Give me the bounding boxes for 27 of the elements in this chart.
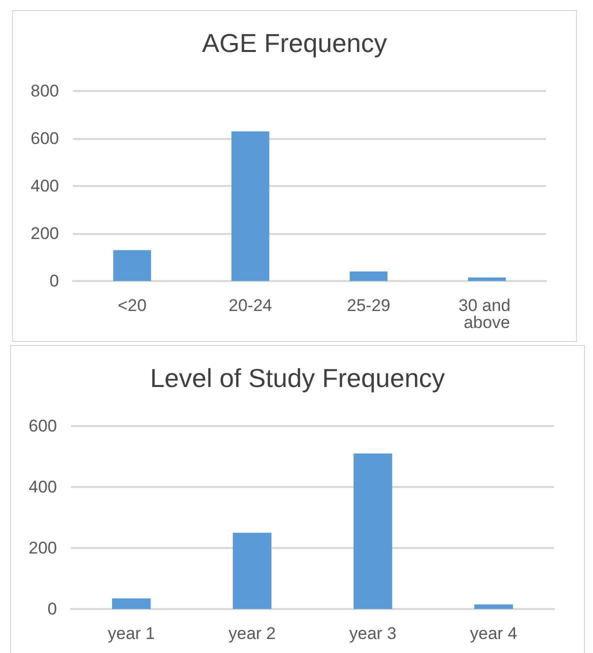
y-tick-label: 800 [30,82,59,100]
bar [350,272,388,281]
bar [231,131,270,281]
bar [468,277,506,281]
x-tick-label: <20 [118,296,147,315]
bar [113,250,152,281]
y-tick-label: 200 [28,538,57,558]
y-tick-label: 0 [50,272,59,290]
y-tick-label: 400 [28,478,57,496]
bar [354,453,392,609]
y-tick-label: 600 [28,416,57,436]
bar [112,598,151,609]
chart-title: Level of Study Frequency [150,363,445,393]
y-tick-label: 0 [48,600,57,618]
y-tick-label: 200 [30,224,59,243]
bar [474,604,513,609]
chart-title: AGE Frequency [202,28,387,58]
y-tick-label: 400 [30,176,59,196]
bar [232,532,272,609]
x-tick-label: 30 and above [458,296,516,332]
x-tick-label: 25-29 [346,296,390,315]
x-tick-label: year 1 [108,624,155,643]
x-tick-label: year 4 [470,624,518,643]
x-tick-label: year 3 [349,624,396,643]
x-tick-label: year 2 [228,624,276,643]
x-tick-label: 20-24 [228,296,272,315]
y-tick-label: 600 [30,129,59,148]
